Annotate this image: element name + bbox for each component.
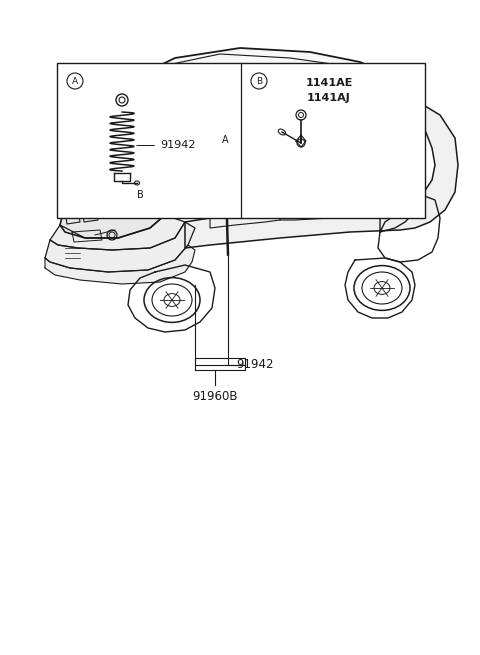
Polygon shape (185, 100, 458, 248)
Polygon shape (60, 170, 165, 238)
Text: 1141AJ: 1141AJ (307, 93, 351, 103)
Text: 91942: 91942 (137, 141, 195, 151)
Text: A: A (222, 135, 228, 145)
Bar (57, 63, 425, 218)
Text: 1141AE: 1141AE (305, 78, 353, 88)
Text: 91960B: 91960B (192, 390, 238, 403)
Polygon shape (45, 245, 195, 284)
Text: A: A (72, 77, 78, 86)
Text: 91942: 91942 (236, 358, 274, 371)
Polygon shape (140, 48, 415, 165)
Text: B: B (137, 190, 144, 200)
Text: B: B (256, 77, 262, 86)
Polygon shape (50, 215, 185, 250)
Polygon shape (45, 222, 195, 272)
